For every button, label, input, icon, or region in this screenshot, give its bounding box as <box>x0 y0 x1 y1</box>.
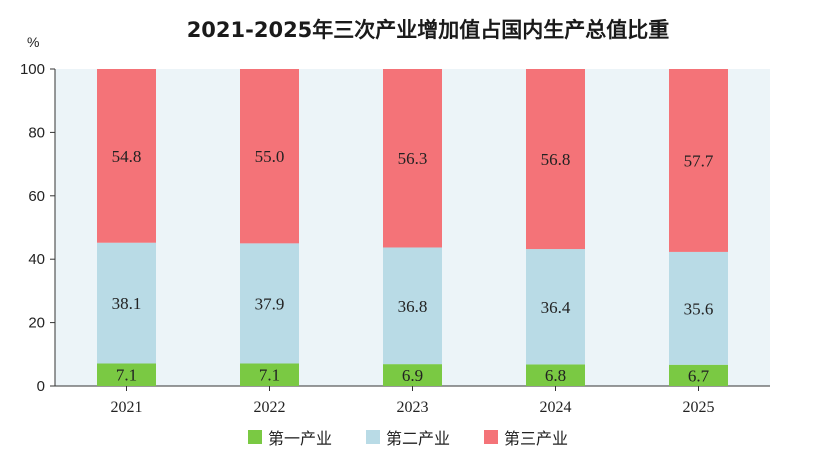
legend-swatch <box>484 430 498 444</box>
data-label: 35.6 <box>684 299 714 318</box>
data-label: 56.3 <box>398 149 428 168</box>
x-tick-label: 2025 <box>683 399 715 416</box>
bar-segment <box>669 251 728 365</box>
legend-item: 第一产业 <box>247 425 332 449</box>
bar-segment <box>526 69 585 250</box>
bar-segment <box>240 243 299 364</box>
legend-label: 第一产业 <box>267 429 332 448</box>
legend-swatch <box>247 430 262 444</box>
data-label: 7.1 <box>116 366 137 385</box>
bar-segment <box>383 364 442 386</box>
bar-segment <box>526 249 585 365</box>
y-axis: 0 20 40 60 80 100 <box>20 61 56 395</box>
bar-segment <box>383 247 442 365</box>
legend-item: 第二产业 <box>365 425 450 449</box>
legend: 第一产业 第二产业 第三产业 <box>0 425 816 449</box>
bar-segment <box>240 69 299 244</box>
y-tick-label: 80 <box>28 124 45 141</box>
bar-segment <box>526 364 585 386</box>
data-label: 37.9 <box>255 294 285 313</box>
y-tick-label: 40 <box>28 251 45 268</box>
x-tick-label: 2022 <box>254 399 286 416</box>
chart-title: 2021-2025年三次产业增加值占国内生产总值比重 <box>186 18 670 42</box>
bar-segment <box>383 69 442 248</box>
y-tick-label: 0 <box>37 378 45 395</box>
legend-item: 第三产业 <box>484 425 568 449</box>
data-label: 36.8 <box>398 297 428 316</box>
bar-segment <box>669 69 728 252</box>
y-tick-label: 60 <box>28 188 45 205</box>
bar-segment <box>669 364 728 386</box>
data-label: 6.8 <box>545 366 566 385</box>
bar-segment <box>97 242 156 364</box>
y-tick-label: 20 <box>28 315 45 332</box>
data-label: 38.1 <box>112 294 142 313</box>
data-label: 55.0 <box>255 147 285 166</box>
x-axis: 2021 2022 2023 2024 2025 <box>55 385 770 416</box>
legend-label: 第二产业 <box>385 429 450 448</box>
legend-label: 第三产业 <box>504 429 569 448</box>
data-label: 36.4 <box>541 298 571 317</box>
x-tick-label: 2021 <box>111 399 143 416</box>
y-tick-label: 100 <box>20 61 45 78</box>
data-label: 7.1 <box>259 366 280 385</box>
x-tick-label: 2023 <box>397 399 429 416</box>
y-unit-label: % <box>27 34 39 50</box>
bar-segment <box>97 363 156 386</box>
data-label: 57.7 <box>684 151 714 170</box>
bar-segment <box>97 69 156 243</box>
x-tick-label: 2024 <box>540 399 572 416</box>
bar-segment <box>240 363 299 386</box>
data-label: 6.7 <box>688 366 710 385</box>
data-label: 54.8 <box>112 147 142 166</box>
legend-swatch <box>365 430 380 444</box>
bars: 7.1 38.1 54.8 7.1 37.9 55.0 6.9 36.8 56.3 6.8 36.4… <box>97 69 728 386</box>
data-label: 6.9 <box>402 366 423 385</box>
data-label: 56.8 <box>541 150 571 169</box>
